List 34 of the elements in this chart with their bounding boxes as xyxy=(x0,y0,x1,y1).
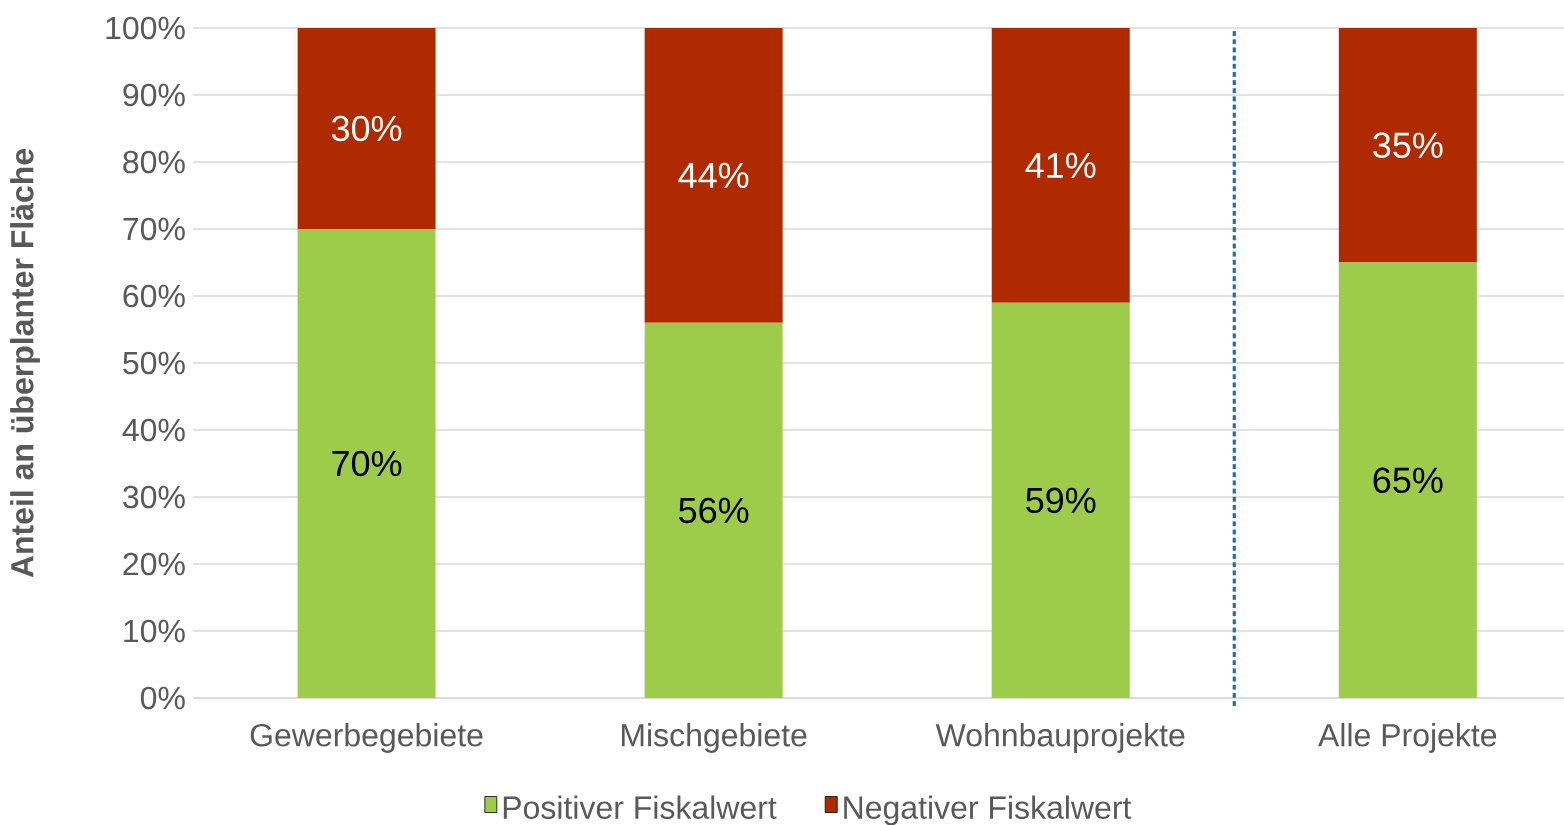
y-tick-label: 100% xyxy=(106,16,185,40)
data-label: 44% xyxy=(678,162,749,188)
x-tick-label: Wohnbauprojekte xyxy=(935,723,1185,753)
data-label: 59% xyxy=(1026,487,1096,514)
legend-label: Negativer Fiskalwert xyxy=(844,795,1132,825)
y-tick-label: 70% xyxy=(123,217,185,241)
y-tick-label: 20% xyxy=(123,552,185,576)
x-tick-label: Gewerbegebiete xyxy=(250,723,483,753)
bar xyxy=(644,28,783,323)
y-tick-label: 50% xyxy=(123,351,185,375)
legend-label: Positiver Fiskalwert xyxy=(503,795,777,819)
bar xyxy=(991,28,1130,303)
y-tick-label: 40% xyxy=(122,418,185,442)
x-tick-label: Mischgebiete xyxy=(622,723,807,753)
y-tick-label: 80% xyxy=(123,150,185,174)
data-label: 65% xyxy=(1373,467,1443,493)
bar xyxy=(297,28,436,229)
y-tick-label: 0% xyxy=(140,686,185,710)
bar xyxy=(991,302,1130,698)
data-label: 41% xyxy=(1025,152,1096,178)
y-tick-label: 90% xyxy=(123,83,185,107)
data-label: 56% xyxy=(679,497,749,524)
data-label: 30% xyxy=(331,115,402,142)
bar xyxy=(644,322,783,698)
bar xyxy=(1338,262,1477,698)
y-tick-label: 30% xyxy=(123,485,185,509)
data-label: 70% xyxy=(332,450,402,477)
y-axis-title: Anteil an überplanter Fläche xyxy=(10,148,40,578)
y-tick-label: 60% xyxy=(123,284,185,308)
data-label: 35% xyxy=(1373,132,1443,158)
y-tick-label: 10% xyxy=(124,619,185,643)
bar xyxy=(1338,28,1477,263)
x-tick-label: Alle Projekte xyxy=(1318,723,1497,753)
bar xyxy=(297,229,436,698)
